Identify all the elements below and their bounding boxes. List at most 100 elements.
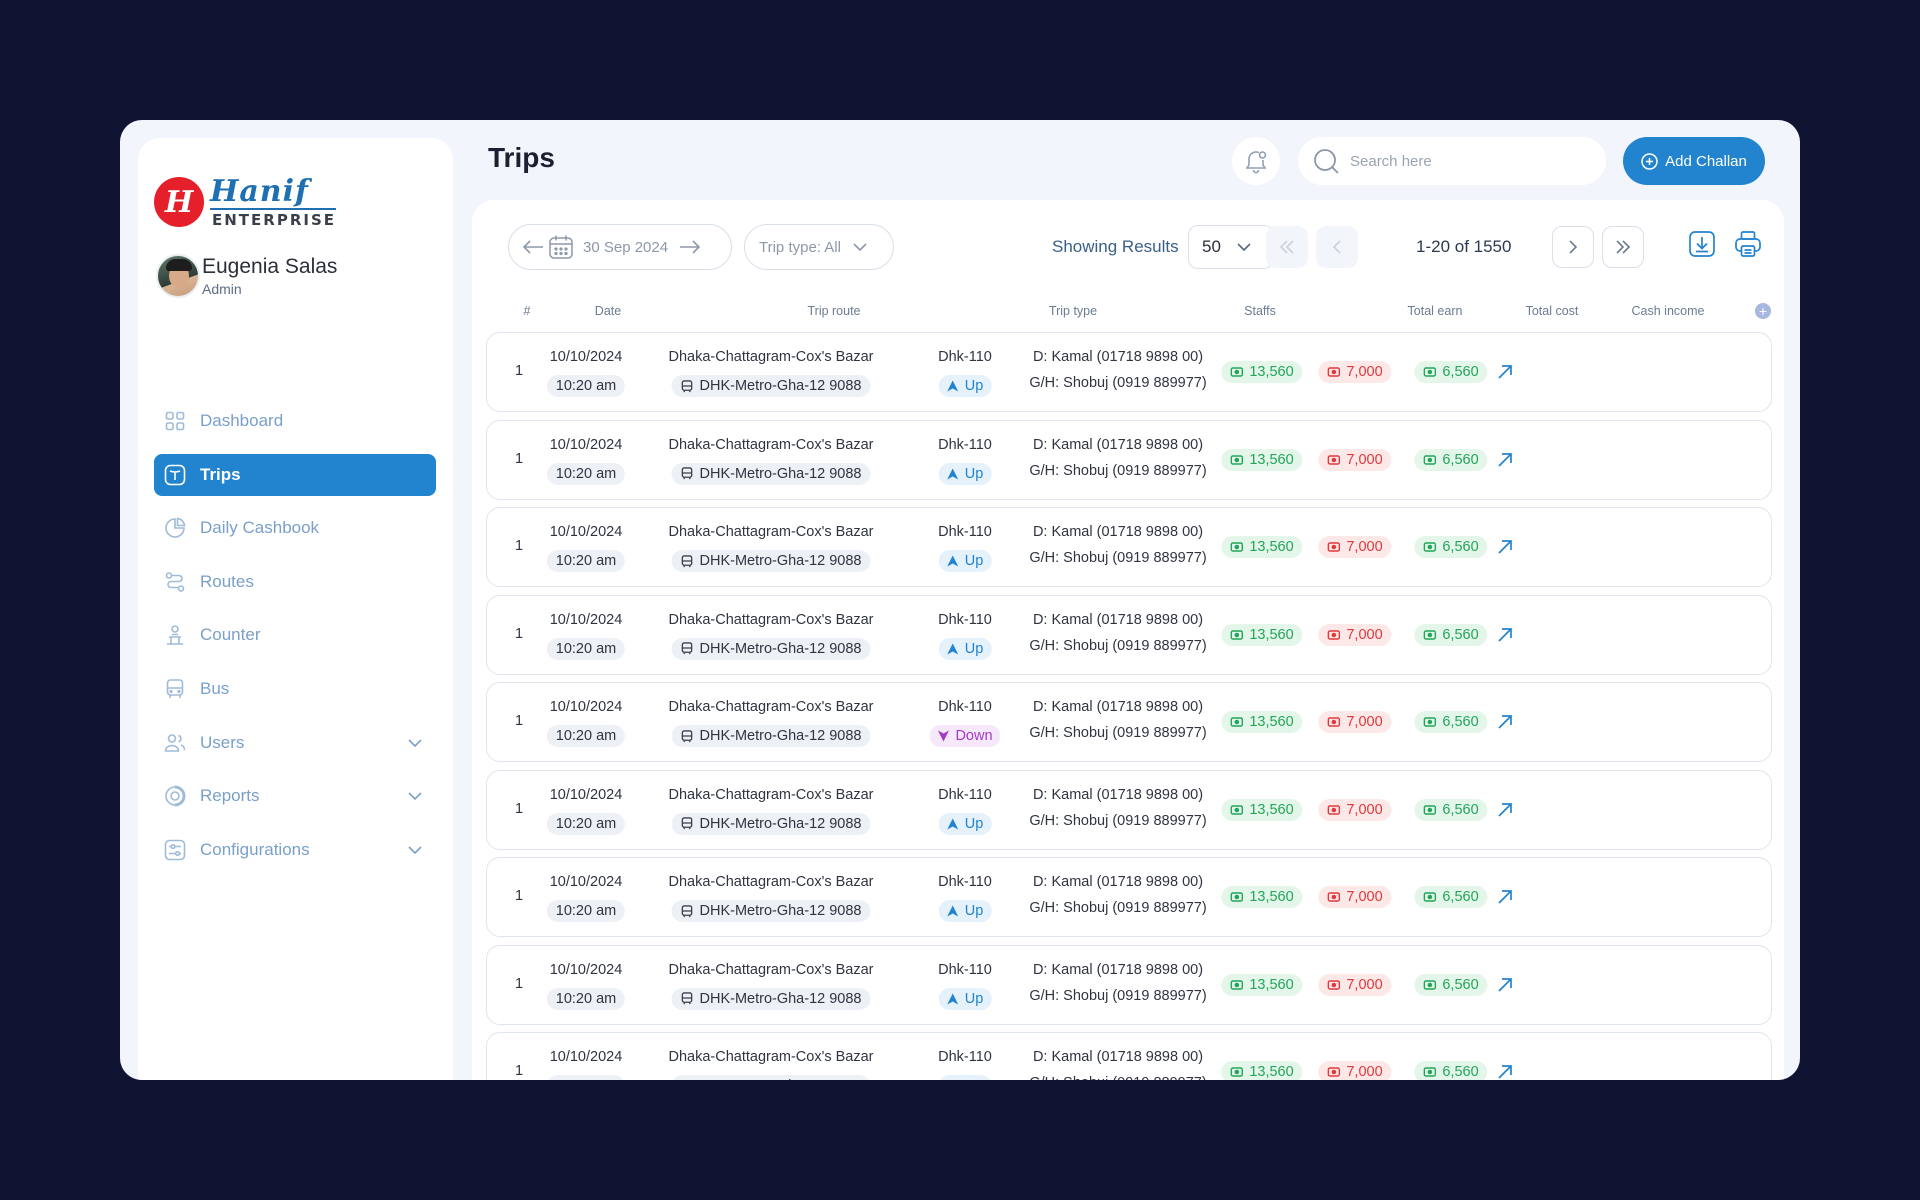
chevron-down-icon[interactable]: [406, 841, 424, 859]
bus-icon: [164, 678, 186, 700]
bus-number: DHK-Metro-Gha-12 9088: [699, 728, 862, 744]
last-page-button[interactable]: [1602, 226, 1644, 268]
helper-info: G/H: Shobuj (0919 889977): [1029, 550, 1207, 566]
print-button[interactable]: [1732, 228, 1764, 260]
open-external-icon[interactable]: [1496, 451, 1514, 469]
cash-income: 6,560: [1442, 364, 1479, 380]
table-row[interactable]: 1 10/10/2024 10:20 am Dhaka-Chattagram-Cox'…: [486, 682, 1772, 762]
bus-number: DHK-Metro-Gha-12 9088: [699, 640, 862, 657]
open-external-icon[interactable]: [1496, 976, 1514, 994]
download-button[interactable]: [1686, 228, 1718, 260]
chevron-down-icon: [1237, 243, 1251, 252]
trip-time: 10:20 am: [546, 1075, 626, 1080]
table-row[interactable]: 1 10/10/2024 10:20 am Dhaka-Chattagram-Cox'…: [486, 419, 1772, 500]
total-cost-badge: 7,000: [1318, 361, 1392, 383]
trip-time-wrap: 10:20 am: [546, 987, 626, 1010]
trip-time: 10:20 am: [546, 375, 626, 397]
table-row[interactable]: 1 10/10/2024 10:20 am Dhaka-Chattagram-Cox'…: [486, 332, 1772, 412]
arrow-up-icon: [947, 555, 959, 567]
sidebar-item-bus[interactable]: Bus: [154, 668, 436, 710]
helper-info: G/H: Shobuj (0919 889977): [1029, 1075, 1206, 1080]
sidebar-item-reports[interactable]: Reports: [154, 775, 436, 817]
table-row[interactable]: 1 10/10/2024 10:20 am Dhaka-Chattagram-Cox'…: [486, 857, 1772, 937]
notification-button[interactable]: [1232, 137, 1280, 185]
bus-number: DHK-Metro-Gha-12 9088: [699, 815, 862, 832]
search-input[interactable]: [1350, 152, 1590, 170]
table-row[interactable]: 1 10/10/2024 10:20 am Dhaka-Chattagram-Cox'…: [486, 1032, 1772, 1080]
direction-badge: Up: [938, 550, 992, 572]
date-picker[interactable]: 30 Sep 2024: [508, 224, 732, 270]
add-column-button[interactable]: +: [1755, 303, 1771, 319]
income-wrap: 6,560: [1414, 623, 1488, 646]
bus-icon: [683, 1079, 691, 1080]
cash-icon: [1423, 892, 1437, 902]
sidebar-item-dashboard[interactable]: Dashboard: [154, 400, 436, 442]
row-number: 1: [514, 450, 524, 467]
prev-page-button[interactable]: [1316, 226, 1358, 268]
user-text: Eugenia Salas Admin: [202, 255, 337, 297]
table-row[interactable]: 1 10/10/2024 10:20 am Dhaka-Chattagram-Cox'…: [486, 769, 1772, 850]
direction-label: Up: [964, 553, 984, 569]
bus-number-wrap: DHK-Metro-Gha-12 9088: [671, 987, 871, 1010]
arrow-left-icon[interactable]: [519, 233, 547, 261]
first-page-button[interactable]: [1266, 226, 1308, 268]
open-external-icon[interactable]: [1496, 1063, 1514, 1080]
brand-logo[interactable]: H Hanif ENTERPRISE: [154, 176, 337, 229]
direction-badge: Up: [938, 375, 992, 397]
sidebar-item-configurations[interactable]: Configurations: [154, 829, 436, 871]
add-challan-button[interactable]: Add Challan: [1623, 137, 1765, 185]
chevron-down-icon[interactable]: [406, 787, 424, 805]
sidebar-item-counter[interactable]: Counter: [154, 614, 436, 656]
earn-wrap: 13,560: [1221, 361, 1303, 383]
trip-time-wrap: 10:20 am: [546, 637, 626, 660]
trip-date: 10/10/2024: [549, 961, 623, 978]
total-earn: 13,560: [1249, 801, 1294, 818]
income-wrap: 6,560: [1414, 1061, 1488, 1080]
open-external-icon[interactable]: [1496, 801, 1514, 819]
open-external-icon[interactable]: [1496, 538, 1514, 556]
search-bar[interactable]: [1298, 137, 1606, 185]
open-external-icon[interactable]: [1496, 626, 1514, 644]
arrow-right-icon[interactable]: [676, 233, 704, 261]
total-cost-badge: 7,000: [1318, 623, 1392, 646]
trip-icon: [164, 464, 186, 486]
cash-income-badge: 6,560: [1414, 536, 1488, 558]
sidebar-item-users[interactable]: Users: [154, 722, 436, 764]
trips-panel: 30 Sep 2024 Trip type: All Showing Resul…: [472, 200, 1784, 1080]
plus-circle-icon: [1641, 152, 1658, 170]
row-number: 1: [514, 975, 524, 992]
trip-route: Dhaka-Chattagram-Cox's Bazar: [668, 699, 874, 715]
per-page-select[interactable]: 50: [1188, 225, 1274, 269]
open-external-icon[interactable]: [1496, 888, 1514, 906]
table-row[interactable]: 1 10/10/2024 10:20 am Dhaka-Chattagram-Cox'…: [486, 594, 1772, 675]
row-number: 1: [514, 363, 524, 379]
trip-type-filter[interactable]: Trip type: All: [744, 224, 894, 270]
total-earn: 13,560: [1249, 626, 1294, 643]
reports-icon: [164, 785, 186, 807]
table-body: 1 10/10/2024 10:20 am Dhaka-Chattagram-Cox'…: [486, 332, 1772, 1080]
cash-income: 6,560: [1442, 626, 1479, 643]
sidebar-item-routes[interactable]: Routes: [154, 561, 436, 603]
column-header-number: #: [523, 304, 531, 318]
trip-route: Dhaka-Chattagram-Cox's Bazar: [668, 524, 874, 540]
open-external-icon[interactable]: [1496, 713, 1514, 731]
direction-label: Up: [964, 815, 984, 832]
open-external-icon[interactable]: [1496, 363, 1514, 381]
chevron-down-icon[interactable]: [406, 734, 424, 752]
trip-code: Dhk-110: [938, 611, 992, 628]
sidebar-item-daily-cashbook[interactable]: Daily Cashbook: [154, 507, 436, 549]
sidebar-item-trips[interactable]: Trips: [154, 453, 436, 496]
table-row[interactable]: 1 10/10/2024 10:20 am Dhaka-Chattagram-Cox'…: [486, 507, 1772, 587]
next-page-button[interactable]: [1552, 226, 1594, 268]
bus-number-wrap: DHK-Metro-Gha-12 9088: [671, 462, 871, 485]
brand-sub: ENTERPRISE: [212, 210, 337, 229]
driver-info: D: Kamal (01718 9898 00): [1032, 436, 1204, 453]
page-title: Trips: [488, 142, 555, 173]
cash-icon: [1423, 629, 1437, 640]
income-wrap: 6,560: [1414, 536, 1488, 558]
trip-date: 10/10/2024: [549, 1049, 623, 1065]
total-cost-badge: 7,000: [1318, 536, 1392, 558]
helper-info: G/H: Shobuj (0919 889977): [1029, 812, 1207, 829]
table-row[interactable]: 1 10/10/2024 10:20 am Dhaka-Chattagram-Cox'…: [486, 944, 1772, 1025]
user-profile[interactable]: Eugenia Salas Admin: [156, 254, 337, 298]
